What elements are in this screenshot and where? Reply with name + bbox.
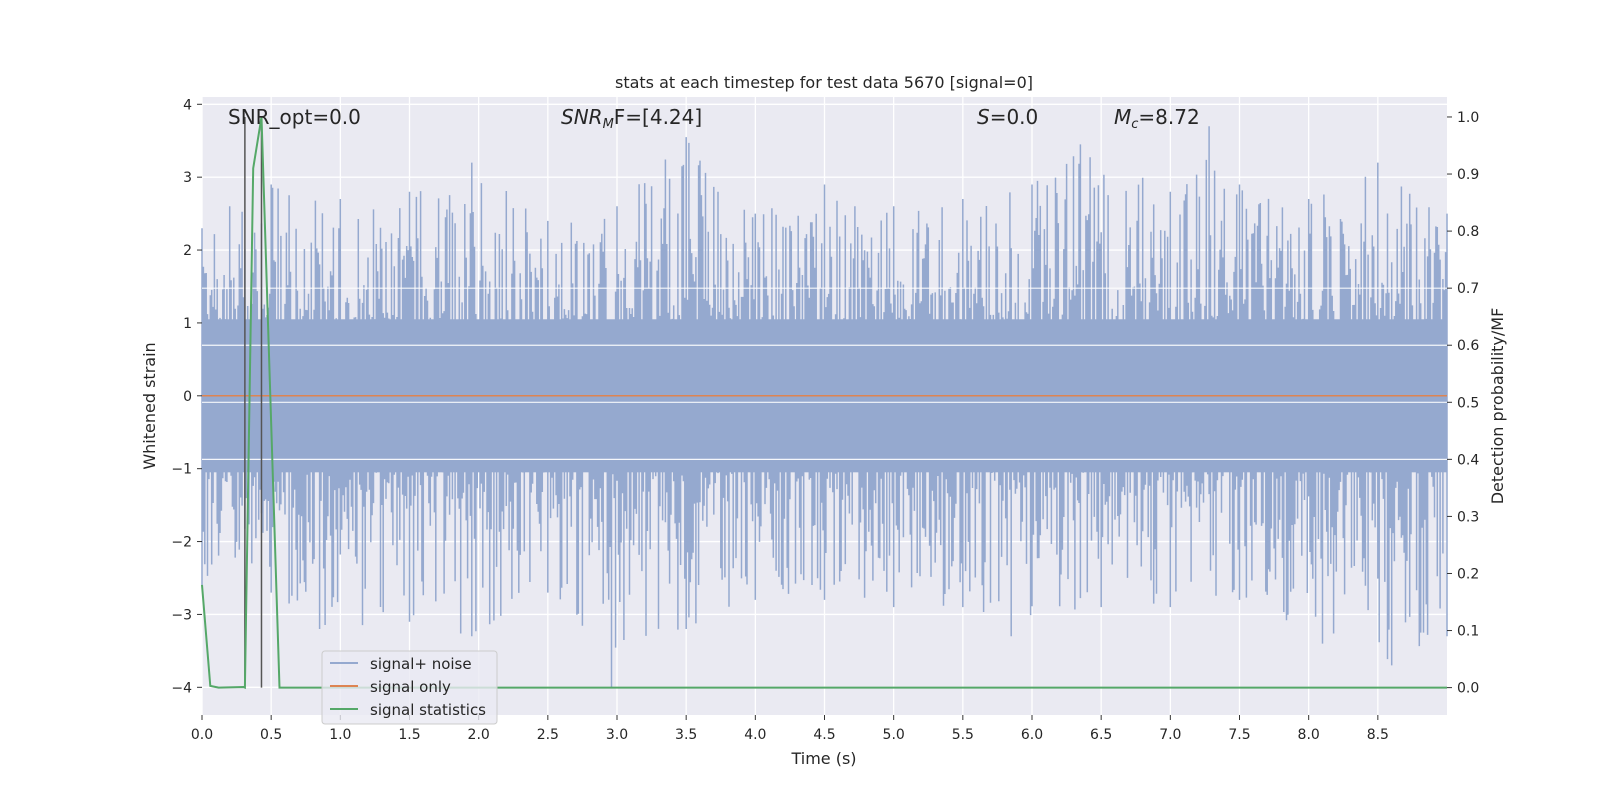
legend: signal+ noise signal only signal statist… xyxy=(321,650,498,725)
annotation: SNR_opt=0.0 xyxy=(228,105,361,129)
y2-tick-label: 1.0 xyxy=(1457,110,1479,126)
annotation-main: SNR xyxy=(561,105,603,129)
x-tick-label: 4.0 xyxy=(744,727,766,743)
y2-tick-label: 0.7 xyxy=(1457,281,1479,297)
x-tick-label: 6.5 xyxy=(1090,727,1112,743)
x-axis-label: Time (s) xyxy=(790,749,856,768)
annotation-main: M xyxy=(1114,105,1131,129)
y-tick-label: −3 xyxy=(171,607,192,623)
x-tick-label: 2.5 xyxy=(537,727,559,743)
y2-tick-label: 0.6 xyxy=(1457,338,1479,354)
y-tick-label: −1 xyxy=(171,462,192,478)
x-tick-label: 8.0 xyxy=(1298,727,1320,743)
y2-tick-label: 0.1 xyxy=(1457,624,1479,640)
signal-statistics-line xyxy=(201,116,1447,690)
x-tick-label: 5.5 xyxy=(952,727,974,743)
y-axis-label: Whitened strain xyxy=(140,342,159,469)
y2-tick-label: 0.0 xyxy=(1457,681,1479,697)
x-tick-label: 3.5 xyxy=(675,727,697,743)
x-tick-label: 6.0 xyxy=(1021,727,1043,743)
x-tick-label: 0.0 xyxy=(191,727,213,743)
legend-label-signal: signal only xyxy=(370,678,451,696)
annotations: SNR_opt=0.0 SNRMF=[4.24] S=0.0 Mc=8.72 xyxy=(228,105,1200,132)
annotation-sub: M xyxy=(603,117,614,132)
legend-label-noise: signal+ noise xyxy=(370,655,472,673)
chart-title: stats at each timestep for test data 567… xyxy=(615,73,1033,92)
y-tick-label: 1 xyxy=(183,316,192,332)
y-tick-label: −2 xyxy=(171,535,192,551)
annotation: Mc=8.72 xyxy=(1114,105,1200,132)
x-tick-label: 1.5 xyxy=(398,727,420,743)
annotation-suffix: =0.0 xyxy=(990,105,1039,129)
y2-tick-label: 0.5 xyxy=(1457,395,1479,411)
y2-tick-label: 0.4 xyxy=(1457,452,1479,468)
legend-label-stats: signal statistics xyxy=(370,701,486,719)
y2-tick-label: 0.3 xyxy=(1457,509,1479,525)
y2-axis-ticks: 1.0 0.9 0.8 0.7 0.6 0.5 0.4 0.3 0.2 0.1 0.0 xyxy=(1447,110,1479,697)
grid-overlay xyxy=(202,287,1447,460)
x-tick-label: 7.5 xyxy=(1228,727,1250,743)
x-axis-ticks: 0.0 0.5 1.0 1.5 2.0 2.5 3.0 3.5 4.0 4.5 5.0 5.5 6.0 6… xyxy=(191,715,1389,743)
legend-box xyxy=(321,650,498,725)
vertical-markers xyxy=(244,116,263,688)
y-tick-label: 4 xyxy=(183,97,192,113)
x-tick-label: 3.0 xyxy=(606,727,628,743)
x-tick-label: 1.0 xyxy=(329,727,351,743)
x-tick-label: 5.0 xyxy=(883,727,905,743)
annotation-main: S xyxy=(977,105,990,129)
annotation: S=0.0 xyxy=(977,105,1038,129)
signal-statistics-series xyxy=(201,116,1447,690)
y2-tick-label: 0.2 xyxy=(1457,566,1479,582)
x-tick-label: 8.5 xyxy=(1367,727,1389,743)
annotation-sub: c xyxy=(1131,117,1138,132)
y-tick-label: −4 xyxy=(171,680,192,696)
y2-tick-label: 0.8 xyxy=(1457,224,1479,240)
y-tick-label: 0 xyxy=(183,389,192,405)
annotation: SNRMF=[4.24] xyxy=(561,105,702,132)
x-tick-label: 4.5 xyxy=(813,727,835,743)
annotation-suffix: F=[4.24] xyxy=(614,105,702,129)
y2-tick-label: 0.9 xyxy=(1457,167,1479,183)
y-axis-ticks: 4 3 2 1 0 −1 −2 −3 −4 xyxy=(171,97,202,696)
annotation-main: SNR_opt=0.0 xyxy=(228,105,361,129)
y-tick-label: 2 xyxy=(183,243,192,259)
annotation-suffix: =8.72 xyxy=(1138,105,1199,129)
y-tick-label: 3 xyxy=(183,170,192,186)
x-tick-label: 7.0 xyxy=(1159,727,1181,743)
y2-axis-label: Detection probability/MF xyxy=(1488,308,1507,505)
x-tick-label: 0.5 xyxy=(260,727,282,743)
x-tick-label: 2.0 xyxy=(468,727,490,743)
